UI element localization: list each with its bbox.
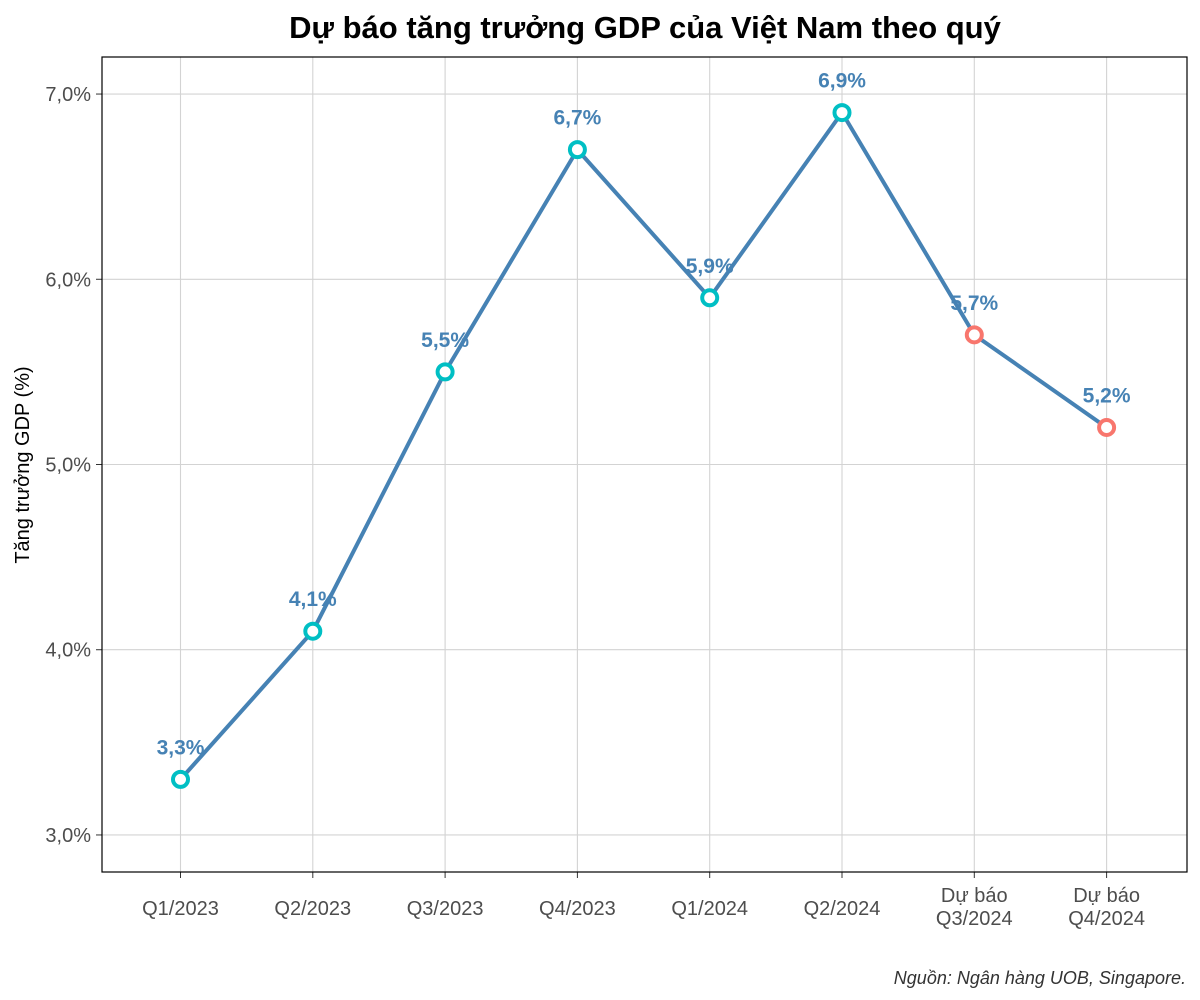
chart-title: Dự báo tăng trưởng GDP của Việt Nam theo… bbox=[289, 10, 1001, 45]
x-tick-label: Q3/2023 bbox=[407, 898, 484, 920]
y-tick-label: 4,0% bbox=[45, 640, 91, 662]
data-label: 5,7% bbox=[950, 292, 998, 315]
x-tick-label: Q2/2024 bbox=[804, 898, 881, 920]
x-tick-label-line: Q4/2024 bbox=[1068, 908, 1145, 930]
x-tick-label-line: Q3/2024 bbox=[936, 908, 1013, 930]
x-tick-label: Q4/2023 bbox=[539, 898, 616, 920]
data-label: 6,9% bbox=[818, 70, 866, 93]
x-tick-label: Q1/2024 bbox=[671, 898, 748, 920]
data-point bbox=[171, 769, 190, 789]
chart-caption: Nguồn: Ngân hàng UOB, Singapore. bbox=[894, 968, 1186, 988]
x-tick-label-line: Dự báo bbox=[941, 885, 1008, 907]
data-label: 6,7% bbox=[553, 107, 601, 130]
y-tick-label: 6,0% bbox=[45, 269, 91, 291]
data-label: 5,2% bbox=[1083, 384, 1131, 407]
forecast-point bbox=[1097, 417, 1117, 437]
y-axis: 3,0% 4,0% 5,0% 6,0% 7,0% bbox=[45, 84, 102, 847]
data-point bbox=[303, 621, 323, 641]
x-tick-label: Q2/2023 bbox=[274, 898, 351, 920]
data-point bbox=[567, 140, 587, 160]
data-label: 5,9% bbox=[686, 255, 734, 278]
series-line bbox=[178, 110, 1109, 782]
x-tick-label-line: Dự báo bbox=[1073, 885, 1140, 907]
y-axis-title: Tăng trưởng GDP (%) bbox=[12, 366, 34, 563]
series-gdp-growth bbox=[171, 103, 1117, 789]
x-tick-label: Q1/2023 bbox=[142, 898, 219, 920]
x-tick-label: Dự báo Q3/2024 bbox=[936, 885, 1013, 930]
data-point bbox=[832, 103, 852, 123]
data-point bbox=[700, 288, 720, 308]
y-tick-label: 5,0% bbox=[45, 455, 91, 477]
y-tick-label: 7,0% bbox=[45, 84, 91, 106]
plot-frame bbox=[101, 56, 1188, 873]
data-labels: 3,3% 4,1% 5,5% 6,7% 5,9% 6,9% 5,7% 5,2% bbox=[157, 70, 1131, 760]
data-point bbox=[435, 362, 455, 382]
data-label: 5,5% bbox=[421, 329, 469, 352]
forecast-point bbox=[964, 325, 984, 345]
x-axis: Q1/2023 Q2/2023 Q3/2023 Q4/2023 Q1/2024 Q2/20… bbox=[142, 872, 1145, 930]
y-tick-label: 3,0% bbox=[45, 825, 91, 847]
data-label: 4,1% bbox=[289, 588, 337, 611]
x-tick-label: Dự báo Q4/2024 bbox=[1068, 885, 1145, 930]
data-label: 3,3% bbox=[157, 736, 205, 759]
grid-layer bbox=[102, 57, 1187, 872]
